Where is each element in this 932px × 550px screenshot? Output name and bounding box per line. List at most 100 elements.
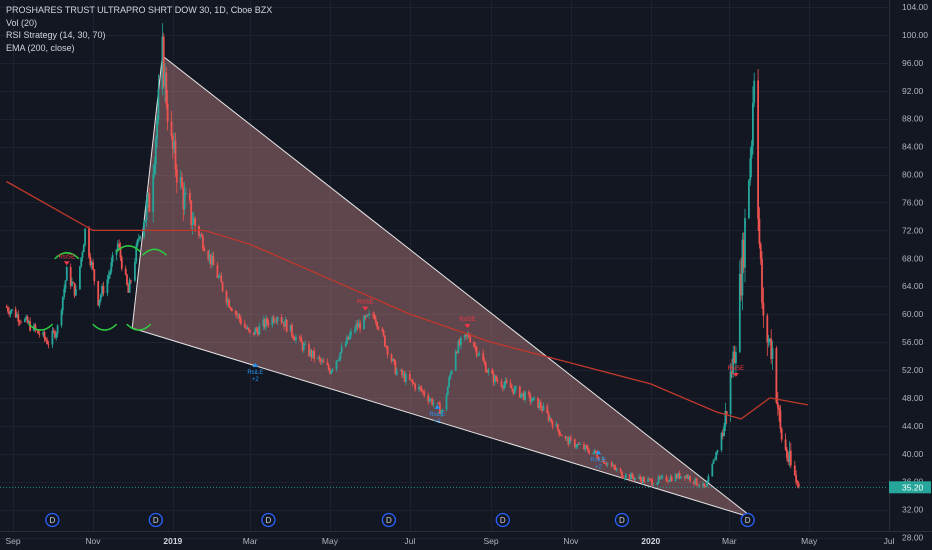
candle-body [555, 424, 558, 427]
candle-body [687, 476, 690, 479]
candle-body [597, 457, 600, 460]
candle-body [153, 164, 156, 175]
price-tick-label: 92.00 [902, 86, 924, 96]
candle-body [173, 140, 175, 149]
ema-indicator-label[interactable]: EMA (200, close) [6, 42, 75, 53]
candle-body [766, 315, 769, 343]
candle-body [530, 400, 533, 402]
candle-body [716, 450, 719, 453]
candle-body [257, 330, 259, 335]
candle-body [179, 177, 182, 183]
candle-body [344, 343, 347, 347]
candle-body [568, 437, 571, 445]
candle-body [211, 256, 213, 265]
time-tick-label: 2020 [641, 536, 660, 546]
dividend-marker[interactable]: D [740, 512, 755, 528]
marker-circle [45, 512, 60, 528]
dividend-marker[interactable]: D [381, 512, 397, 528]
candle-body [175, 169, 178, 183]
candle-body [216, 265, 219, 278]
candle-body [769, 338, 771, 341]
candle-body [602, 458, 605, 464]
candle-body [63, 288, 66, 297]
falling-wedge-drawing[interactable] [131, 54, 754, 519]
candle-body [304, 343, 306, 345]
candle-body [73, 283, 76, 296]
candle-body [79, 266, 81, 290]
candle-body [64, 280, 67, 289]
candle-body [463, 334, 466, 338]
signal-qty: +2 [595, 464, 603, 470]
candle-body [367, 314, 369, 316]
candle-body [329, 369, 331, 374]
candle-body [267, 323, 270, 325]
candle-body [712, 459, 715, 464]
candle-body [42, 332, 45, 335]
candle-body [495, 375, 498, 381]
price-tick-label: 32.00 [902, 505, 924, 515]
candle-body [115, 249, 118, 256]
volume-indicator-label[interactable]: Vol (20) [6, 17, 38, 28]
candle-body [660, 476, 663, 479]
candle-body [208, 254, 211, 260]
candle-body [200, 235, 203, 237]
candle-body [564, 436, 567, 439]
dividend-marker[interactable]: D [148, 512, 163, 528]
candle-body [109, 271, 111, 276]
candle-body [52, 330, 55, 332]
candle-body [615, 469, 618, 470]
candle-body [449, 373, 452, 378]
candle-body [693, 481, 695, 484]
pattern-arcs [28, 245, 168, 331]
candle-body [280, 317, 283, 323]
candle-body [640, 479, 643, 483]
dividend-marker[interactable]: D [495, 512, 510, 528]
candle-body [423, 391, 426, 396]
candle-body [501, 386, 504, 389]
candle-body [327, 364, 330, 370]
candle-body [47, 343, 50, 345]
candle-body [385, 346, 388, 348]
dividend-marker[interactable]: D [261, 512, 276, 528]
candle-body [217, 276, 220, 278]
candle-body [797, 483, 800, 488]
candle-body [436, 402, 439, 404]
candle-body [102, 286, 105, 293]
candle-body [541, 408, 543, 411]
candle-body [65, 267, 68, 281]
candle-body [276, 317, 279, 322]
candle-body [767, 340, 770, 343]
candle-body [518, 386, 521, 398]
buy-signal: RsiLE+2 [247, 363, 263, 383]
rsi-strategy-label[interactable]: RSI Strategy (14, 30, 70) [6, 30, 106, 40]
buy-arrow-icon [595, 450, 602, 455]
candle-body [234, 311, 237, 314]
candle-body [448, 377, 450, 387]
candle-body [191, 224, 194, 225]
symbol-title[interactable]: PROSHARES TRUST ULTRAPRO SHRT DOW 30, 1D… [6, 5, 273, 15]
dividend-marker[interactable]: D [614, 512, 630, 528]
candle-body [685, 475, 687, 479]
candle-body [284, 319, 287, 327]
candle-body [784, 439, 787, 450]
candle-body [505, 380, 508, 383]
candle-body [340, 346, 343, 353]
time-axis[interactable]: Sep Nov 2019 Mar May Jul Sep Nov 2020 Mar May Jul [0, 531, 932, 547]
candle-body [748, 180, 750, 219]
candle-body [34, 324, 37, 330]
candle-body [69, 267, 72, 286]
candle-body [128, 280, 131, 293]
candle-body [789, 450, 792, 466]
candle-body [752, 102, 754, 146]
candle-body [698, 485, 701, 487]
candle-body [674, 474, 677, 481]
dividend-marker[interactable]: D [45, 512, 60, 528]
candle-body [593, 450, 596, 453]
candle-body [570, 437, 572, 440]
candle-body [246, 327, 249, 329]
candle-body [445, 395, 448, 410]
candle-body [503, 384, 505, 389]
price-axis[interactable]: 104.00 100.00 96.00 92.00 88.00 84.00 80.00 76.… [889, 0, 929, 543]
